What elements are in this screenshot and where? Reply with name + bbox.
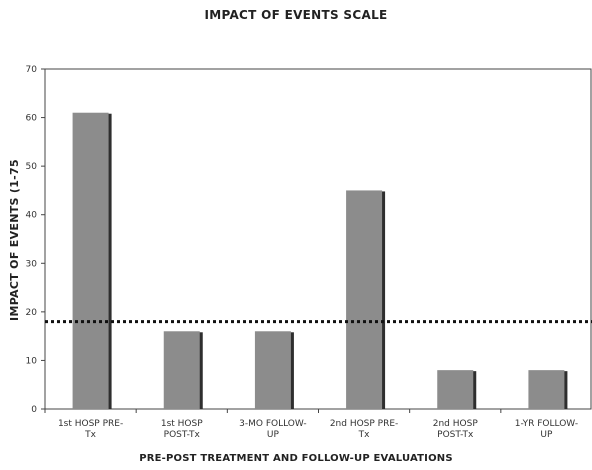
bar xyxy=(437,370,474,409)
x-tick-label: Tx xyxy=(84,430,96,440)
x-tick-label: 1st HOSP xyxy=(161,419,203,429)
y-tick-label: 10 xyxy=(26,356,38,366)
y-tick-label: 50 xyxy=(26,162,38,172)
bar xyxy=(72,112,109,409)
chart-title: IMPACT OF EVENTS SCALE xyxy=(204,8,388,22)
bar xyxy=(346,190,383,409)
y-tick-label: 60 xyxy=(26,114,38,124)
x-tick-label: Tx xyxy=(358,430,370,440)
plot-frame xyxy=(44,68,592,410)
y-tick-label: 20 xyxy=(26,308,38,318)
bar xyxy=(528,370,565,409)
x-tick-label: UP xyxy=(267,430,280,440)
x-tick-label: 1st HOSP PRE- xyxy=(58,419,123,429)
bar xyxy=(254,331,291,409)
x-tick-label: 2nd HOSP PRE- xyxy=(330,419,398,429)
y-tick-label: 40 xyxy=(26,211,38,221)
x-tick-label: 1-YR FOLLOW- xyxy=(515,419,578,429)
x-tick-label: 2nd HOSP xyxy=(433,419,479,429)
x-tick-label: UP xyxy=(540,430,553,440)
x-tick-label: POST-Tx xyxy=(164,430,201,440)
x-tick-label: POST-Tx xyxy=(437,430,474,440)
x-axis-title: PRE-POST TREATMENT AND FOLLOW-UP EVALUAT… xyxy=(139,453,453,464)
y-tick-label: 0 xyxy=(31,405,37,415)
bar xyxy=(163,331,200,409)
x-tick-label: 3-MO FOLLOW- xyxy=(239,419,307,429)
y-tick-label: 30 xyxy=(26,259,38,269)
y-tick-label: 70 xyxy=(26,65,38,75)
